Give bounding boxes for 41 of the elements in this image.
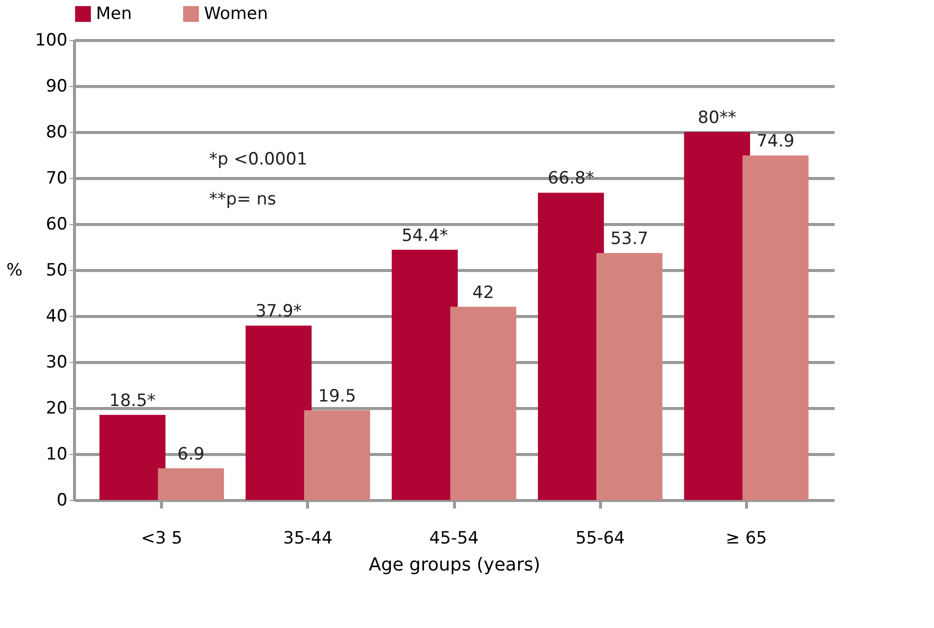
bar (450, 306, 516, 500)
y-axis-title: % (6, 260, 23, 281)
y-tick-label: 40 (46, 306, 68, 326)
y-tick-label: 70 (46, 168, 68, 188)
y-tick-label: 100 (35, 30, 68, 50)
legend-label: Men (96, 4, 132, 24)
annotation: **p= ns (209, 190, 276, 210)
y-tick-label: 0 (56, 490, 68, 510)
x-tick-label: 55-64 (575, 528, 625, 548)
data-label: 42 (472, 282, 494, 303)
data-label: 6.9 (177, 444, 204, 464)
x-tick-label: <3 5 (141, 528, 182, 548)
data-label: 66.8* (548, 168, 594, 189)
bar (304, 410, 370, 500)
data-label: 74.9 (756, 131, 794, 152)
data-label: 53.7 (610, 228, 648, 249)
bar (742, 155, 809, 500)
x-tick-label: ≥ 65 (726, 528, 767, 548)
bar (392, 250, 458, 500)
data-label: 80** (698, 108, 736, 128)
data-label: 37.9* (255, 302, 302, 322)
bar (158, 468, 224, 500)
x-axis-title: Age groups (years) (368, 554, 540, 576)
bar (596, 252, 662, 500)
data-label: 19.5 (318, 386, 356, 406)
y-tick-label: 30 (46, 352, 68, 372)
y-tick-label: 10 (46, 444, 68, 464)
data-label: 18.5* (109, 390, 156, 411)
bar (246, 326, 312, 500)
y-tick-label: 60 (46, 214, 68, 234)
y-tick-label: 50 (46, 260, 68, 280)
bar (538, 192, 604, 500)
x-tick-label: 35-44 (283, 528, 333, 548)
legend-label: Women (204, 4, 268, 24)
x-tick-label: 45-54 (429, 528, 479, 548)
bar (99, 414, 166, 500)
annotation: *p <0.0001 (209, 150, 308, 170)
y-tick-label: 20 (46, 398, 68, 418)
y-tick-label: 90 (46, 76, 68, 96)
y-tick-label: 80 (46, 122, 68, 142)
data-label: 54.4* (402, 226, 448, 246)
